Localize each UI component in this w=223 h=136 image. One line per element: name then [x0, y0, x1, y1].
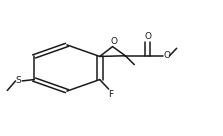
Text: F: F — [108, 90, 114, 99]
Text: O: O — [163, 51, 170, 60]
Text: O: O — [144, 33, 151, 41]
Text: O: O — [110, 37, 117, 46]
Text: S: S — [16, 76, 21, 85]
